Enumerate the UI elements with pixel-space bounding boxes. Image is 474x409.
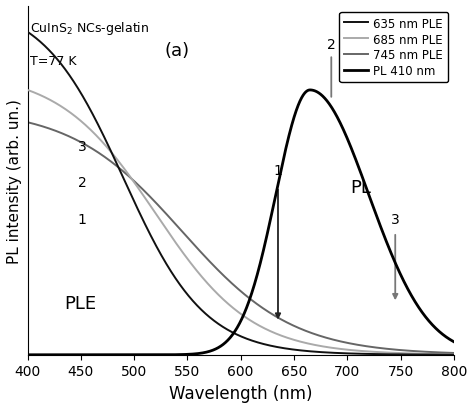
- Text: PLE: PLE: [65, 294, 97, 312]
- Text: T=77 K: T=77 K: [30, 55, 76, 68]
- Text: 3: 3: [391, 212, 400, 226]
- Text: 2: 2: [327, 38, 336, 52]
- Text: 1: 1: [78, 213, 86, 227]
- Text: 2: 2: [78, 175, 86, 189]
- Text: (a): (a): [164, 43, 189, 60]
- Legend: 635 nm PLE, 685 nm PLE, 745 nm PLE, PL 410 nm: 635 nm PLE, 685 nm PLE, 745 nm PLE, PL 4…: [339, 13, 448, 83]
- Y-axis label: PL intensity (arb. un.): PL intensity (arb. un.): [7, 99, 22, 263]
- Text: PL: PL: [351, 178, 372, 196]
- Text: 1: 1: [273, 164, 283, 178]
- Text: CuInS$_2$ NCs-gelatin: CuInS$_2$ NCs-gelatin: [30, 20, 149, 37]
- Text: 3: 3: [78, 140, 86, 154]
- X-axis label: Wavelength (nm): Wavelength (nm): [169, 384, 312, 402]
